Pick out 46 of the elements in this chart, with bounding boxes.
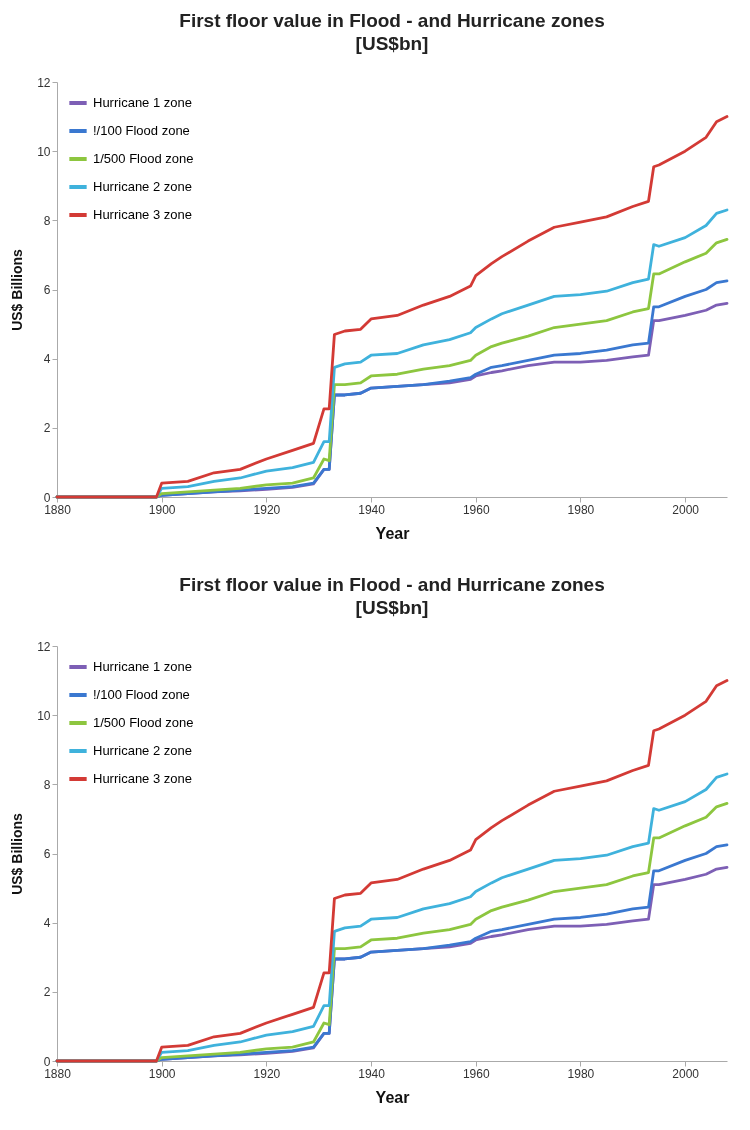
y-tick-label: 8 — [43, 213, 51, 228]
chart-subtitle: [US$bn] — [355, 33, 429, 54]
x-tick-label: 1920 — [253, 502, 281, 517]
y-tick-label: 0 — [43, 490, 51, 505]
legend-label: !/100 Flood zone — [93, 687, 190, 702]
x-tick-label: 1880 — [44, 1066, 72, 1081]
x-tick-label: 2000 — [672, 502, 700, 517]
y-tick-label: 12 — [37, 639, 51, 654]
legend-label: Hurricane 3 zone — [93, 207, 192, 222]
y-tick-label: 12 — [37, 75, 51, 90]
chart-title: First floor value in Flood - and Hurricane zones — [179, 10, 605, 31]
y-tick-label: 2 — [43, 985, 51, 1000]
x-tick-label: 1900 — [148, 502, 176, 517]
legend-label: Hurricane 1 zone — [93, 95, 192, 110]
x-tick-label: 1880 — [44, 502, 72, 517]
x-tick-label: 1900 — [148, 1066, 176, 1081]
legend-label: 1/500 Flood zone — [93, 715, 194, 730]
x-axis-title: Year — [375, 1088, 410, 1106]
y-axis-title: US$ Billions — [9, 248, 26, 331]
y-tick-label: 4 — [43, 352, 51, 367]
y-tick-label: 4 — [43, 916, 51, 931]
legend-label: Hurricane 3 zone — [93, 771, 192, 786]
chart-title: First floor value in Flood - and Hurricane zones — [179, 574, 605, 595]
y-tick-label: 10 — [37, 144, 51, 159]
legend-label: !/100 Flood zone — [93, 123, 190, 138]
chart-subtitle: [US$bn] — [355, 597, 429, 618]
x-tick-label: 1940 — [358, 1066, 386, 1081]
x-tick-label: 2000 — [672, 1066, 700, 1081]
x-tick-label: 1980 — [567, 1066, 595, 1081]
y-tick-label: 6 — [43, 847, 51, 861]
legend-label: 1/500 Flood zone — [93, 151, 194, 166]
y-tick-label: 10 — [37, 708, 51, 723]
legend-label: Hurricane 2 zone — [93, 179, 192, 194]
legend-label: Hurricane 2 zone — [93, 743, 192, 758]
y-tick-label: 2 — [43, 421, 51, 436]
y-axis-title: US$ Billions — [9, 812, 26, 895]
legend-label: Hurricane 1 zone — [93, 659, 192, 674]
x-tick-label: 1960 — [462, 1066, 490, 1081]
y-tick-label: 0 — [43, 1054, 51, 1069]
x-tick-label: 1920 — [253, 1066, 281, 1081]
x-tick-label: 1940 — [358, 502, 386, 517]
x-tick-label: 1960 — [462, 502, 490, 517]
y-tick-label: 6 — [43, 283, 51, 297]
y-tick-label: 8 — [43, 777, 51, 792]
x-tick-label: 1980 — [567, 502, 595, 517]
x-axis-title: Year — [375, 524, 410, 542]
